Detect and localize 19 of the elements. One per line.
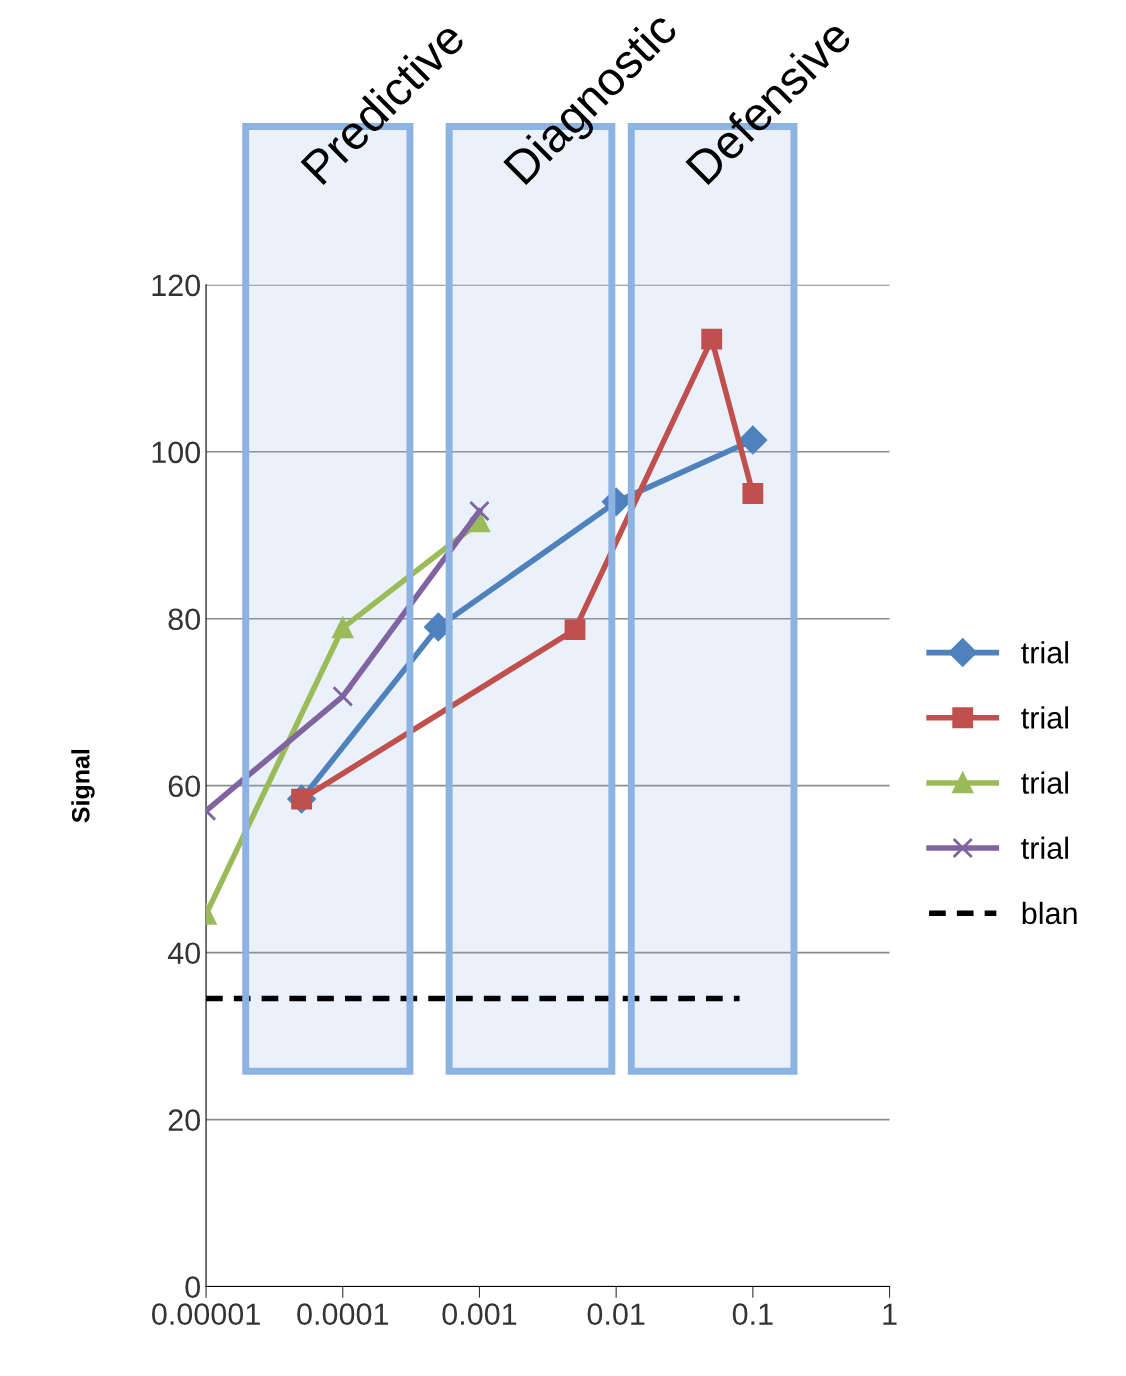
legend-label: blan xyxy=(1022,901,1077,925)
x-tick-label: 0.00001 xyxy=(152,1303,260,1325)
y-tick-label: 0 xyxy=(185,1276,200,1298)
y-tick-label: 100 xyxy=(152,441,201,464)
x-tick-label: 0.0001 xyxy=(297,1303,388,1325)
legend-label: trial xyxy=(1021,641,1068,664)
y-tick-label: 40 xyxy=(167,942,201,965)
y-tick-label: 120 xyxy=(152,274,201,297)
y-axis-title: Signal xyxy=(71,749,95,823)
y-tick-label: 60 xyxy=(168,775,201,798)
legend-label: trial xyxy=(1021,706,1068,729)
y-tick-label: 80 xyxy=(168,608,201,631)
x-tick-label: 1 xyxy=(883,1303,897,1325)
x-tick-label: 0.001 xyxy=(442,1303,517,1325)
x-tick-label: 0.1 xyxy=(732,1303,773,1325)
y-tick-label: 20 xyxy=(168,1109,201,1131)
legend-label: trial xyxy=(1021,771,1068,794)
x-tick-label: 0.01 xyxy=(587,1303,645,1325)
legend-label: trial xyxy=(1021,836,1068,860)
